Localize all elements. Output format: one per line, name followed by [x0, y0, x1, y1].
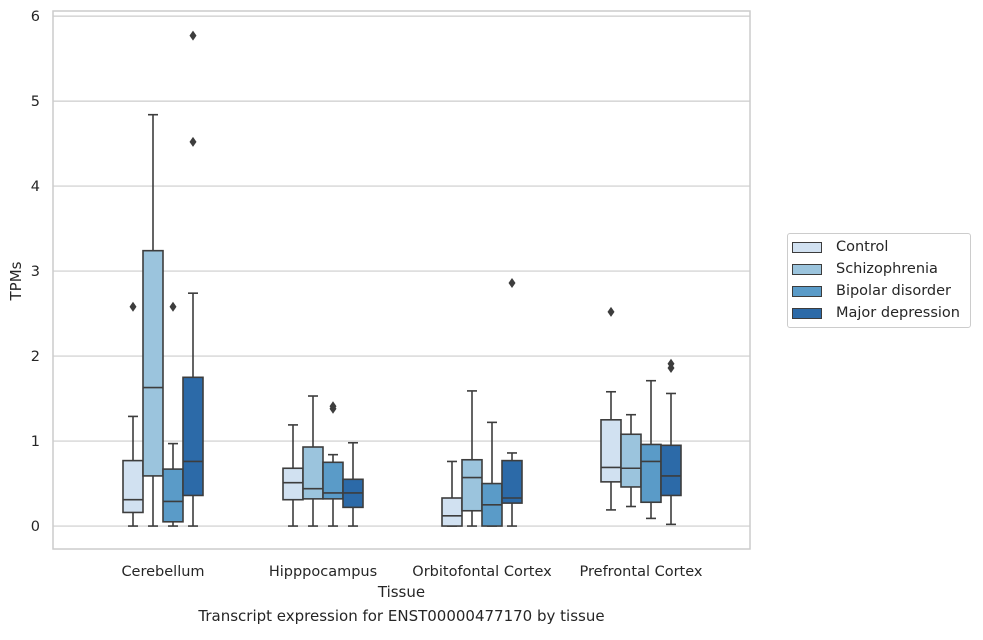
y-tick-label: 0: [31, 519, 40, 535]
y-tick-label: 4: [31, 179, 40, 195]
outlier-point: [667, 358, 675, 369]
outlier-point: [189, 136, 197, 147]
outlier-point: [189, 30, 197, 41]
x-tick-label: Orbitofontal Cortex: [412, 564, 552, 580]
x-axis-label: Tissue: [377, 583, 425, 601]
x-tick-label: Hipppocampus: [269, 564, 377, 580]
legend-item-major-depression: Major depression: [792, 303, 960, 323]
outlier-point: [329, 401, 337, 412]
x-tick-label: Cerebellum: [121, 564, 204, 580]
box-group: [441, 460, 463, 527]
box-group: [122, 301, 144, 527]
legend-item-bipolar-disorder: Bipolar disorder: [792, 281, 951, 301]
box: [162, 468, 184, 523]
y-tick-labels: 0 1 2 3 4 5 6: [31, 9, 40, 535]
box: [660, 444, 682, 497]
y-tick-label: 6: [31, 9, 40, 25]
box: [600, 419, 622, 483]
x-tick-labels: Cerebellum Hipppocampus Orbitofontal Corte…: [121, 564, 702, 580]
legend-swatch-control: [792, 241, 822, 253]
box-group: [620, 413, 642, 508]
box-group: [302, 395, 324, 527]
outlier-point: [169, 301, 177, 312]
box: [122, 459, 144, 514]
outlier-point: [508, 277, 516, 288]
box-group: [162, 301, 184, 527]
legend: Control Schizophrenia Bipolar disorder M…: [787, 233, 971, 328]
box-group: [182, 30, 204, 527]
box: [182, 376, 204, 497]
legend-item-control: Control: [792, 237, 888, 257]
box-group: [640, 379, 662, 520]
y-tick-label: 2: [31, 349, 40, 365]
box: [142, 249, 164, 477]
x-tick-label: Prefrontal Cortex: [580, 564, 703, 580]
y-tick-label: 5: [31, 94, 40, 110]
outlier-point: [129, 301, 137, 312]
box-group: [660, 358, 682, 526]
box: [302, 446, 324, 500]
plot-frame: [52, 10, 751, 550]
legend-swatch-major-depression: [792, 307, 822, 319]
box: [461, 458, 483, 512]
box-group: [282, 424, 304, 527]
legend-item-schizophrenia: Schizophrenia: [792, 259, 938, 279]
box-group: [481, 421, 503, 527]
box: [282, 467, 304, 501]
legend-label-major-depression: Major depression: [836, 305, 960, 321]
legend-swatch-bipolar-disorder: [792, 285, 822, 297]
box-group: [142, 113, 164, 527]
box-group: [501, 277, 523, 527]
y-axis-label: TPMs: [7, 261, 25, 301]
box: [501, 459, 523, 504]
box: [620, 433, 642, 488]
legend-label-bipolar-disorder: Bipolar disorder: [836, 283, 951, 299]
box: [441, 497, 463, 527]
y-tick-label: 3: [31, 264, 40, 280]
box: [640, 443, 662, 504]
box-group: [342, 441, 364, 527]
y-tick-label: 1: [31, 434, 40, 450]
chart-caption: Transcript expression for ENST0000047717…: [198, 607, 605, 625]
box-group: [461, 390, 483, 527]
legend-label-schizophrenia: Schizophrenia: [836, 261, 938, 277]
legend-swatch-schizophrenia: [792, 263, 822, 275]
legend-label-control: Control: [836, 239, 889, 255]
outlier-point: [607, 306, 615, 317]
box-group: [600, 306, 622, 511]
box-group: [322, 401, 344, 527]
grid-lines: [53, 15, 750, 527]
box-plots: [122, 30, 682, 527]
